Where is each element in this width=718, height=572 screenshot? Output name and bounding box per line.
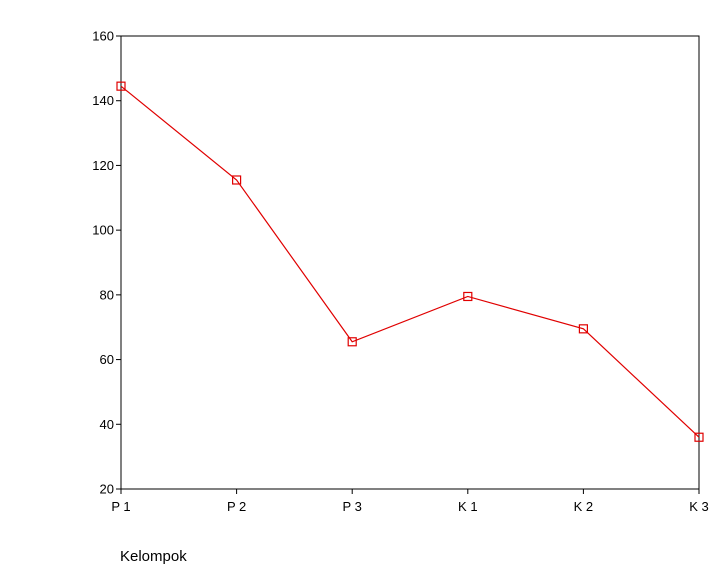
y-tick-label: 120 (92, 158, 114, 173)
plot-area: 20 40 60 80 100 120 140 160 P 1 P 2 P 3 K 1 K 2 K 3 (92, 29, 708, 515)
x-tick-label: P 1 (111, 499, 130, 514)
y-tick-label: 140 (92, 93, 114, 108)
data-point (463, 291, 473, 302)
data-point (232, 175, 242, 185)
data-point (347, 337, 357, 347)
x-tick-label: P 3 (343, 499, 362, 514)
y-tick-label: 160 (92, 29, 114, 44)
data-point (578, 324, 589, 334)
x-tick-label: K 2 (574, 499, 594, 514)
x-axis-title: Kelompok (120, 548, 187, 565)
data-point (116, 81, 126, 91)
y-tick-label: 100 (92, 223, 114, 238)
series-line (120, 85, 700, 438)
x-tick-label: K 3 (689, 499, 709, 514)
x-tick-label: K 1 (458, 499, 478, 514)
data-point (694, 432, 704, 442)
y-tick-label: 40 (100, 417, 114, 432)
plot-frame (120, 35, 700, 490)
x-tick-label: P 2 (227, 499, 246, 514)
y-tick-label: 60 (100, 352, 114, 367)
y-tick-label: 80 (100, 287, 114, 302)
y-tick-label: 20 (100, 482, 114, 497)
